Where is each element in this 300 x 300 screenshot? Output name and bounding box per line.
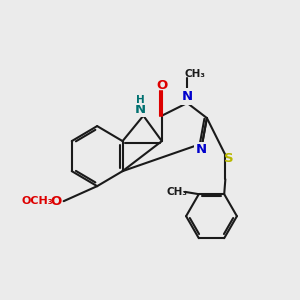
Text: H: H — [136, 95, 145, 105]
Text: CH₃: CH₃ — [167, 187, 188, 197]
Text: O: O — [50, 195, 61, 208]
Text: CH₃: CH₃ — [185, 69, 206, 79]
Text: N: N — [134, 103, 146, 116]
Text: O: O — [156, 79, 167, 92]
Text: N: N — [134, 103, 146, 116]
Text: OCH₃: OCH₃ — [22, 196, 53, 206]
Text: N: N — [196, 143, 207, 156]
Text: N: N — [182, 90, 193, 103]
Text: H: H — [136, 94, 145, 104]
Text: N: N — [182, 90, 193, 103]
Text: N: N — [196, 143, 207, 156]
Text: S: S — [224, 152, 234, 165]
